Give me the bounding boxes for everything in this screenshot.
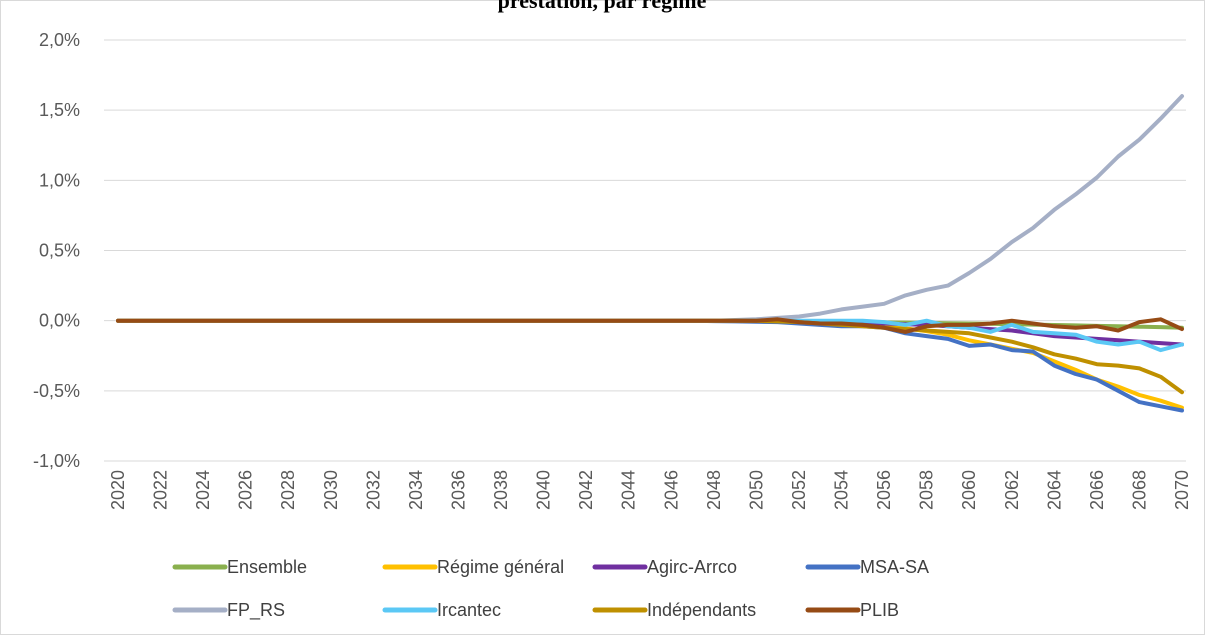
x-tick-label: 2048 — [704, 470, 724, 510]
x-tick-label: 2058 — [917, 470, 937, 510]
legend-item: Régime général — [382, 557, 564, 577]
y-tick-label: 2,0% — [39, 30, 80, 50]
x-tick-label: 2036 — [448, 470, 468, 510]
x-tick-label: 2044 — [619, 470, 639, 510]
x-tick-label: 2022 — [151, 470, 171, 510]
x-axis-tick-labels: 2020 2022 2024 2026 2028 2030 2032 2034 2036 2038… — [108, 470, 1192, 510]
series-line-plib — [116, 317, 1184, 334]
x-tick-label: 2070 — [1172, 470, 1192, 510]
x-tick-label: 2046 — [661, 470, 681, 510]
legend-label: Régime général — [437, 557, 564, 577]
x-tick-label: 2050 — [746, 470, 766, 510]
x-tick-label: 2030 — [321, 470, 341, 510]
legend-item: Indépendants — [592, 600, 756, 620]
y-tick-label: 1,5% — [39, 100, 80, 120]
x-tick-label: 2052 — [789, 470, 809, 510]
x-tick-label: 2064 — [1044, 470, 1064, 510]
y-tick-label: -1,0% — [33, 451, 80, 471]
y-tick-label: -0,5% — [33, 381, 80, 401]
x-tick-label: 2042 — [576, 470, 596, 510]
legend: Ensemble Régime général Agirc-Arrco MSA-SA F… — [172, 557, 929, 621]
legend-label: Agirc-Arrco — [647, 557, 737, 577]
legend-item: Agirc-Arrco — [592, 557, 737, 577]
legend-label: Ensemble — [227, 557, 307, 577]
legend-item: Ensemble — [172, 557, 307, 577]
y-tick-label: 0,0% — [39, 311, 80, 331]
x-tick-label: 2024 — [193, 470, 213, 510]
legend-item: PLIB — [805, 600, 899, 620]
x-tick-label: 2032 — [363, 470, 383, 510]
x-tick-label: 2034 — [406, 470, 426, 510]
x-tick-label: 2038 — [491, 470, 511, 510]
legend-item: MSA-SA — [805, 557, 929, 577]
x-tick-label: 2068 — [1129, 470, 1149, 510]
x-tick-label: 2026 — [236, 470, 256, 510]
y-tick-label: 1,0% — [39, 170, 80, 190]
legend-label: FP_RS — [227, 600, 285, 621]
legend-item: Ircantec — [382, 600, 501, 620]
x-tick-label: 2056 — [874, 470, 894, 510]
series-lines — [116, 94, 1184, 413]
chart-title: prestation, par régime — [498, 0, 707, 13]
legend-label: PLIB — [860, 600, 899, 620]
legend-item: FP_RS — [172, 600, 285, 621]
y-tick-label: 0,5% — [39, 241, 80, 261]
x-tick-label: 2028 — [278, 470, 298, 510]
legend-label: MSA-SA — [860, 557, 929, 577]
legend-label: Ircantec — [437, 600, 501, 620]
y-axis-tick-labels: -1,0% -0,5% 0,0% 0,5% 1,0% 1,5% 2,0% — [33, 30, 80, 471]
x-tick-label: 2066 — [1087, 470, 1107, 510]
x-tick-label: 2020 — [108, 470, 128, 510]
legend-label: Indépendants — [647, 600, 756, 620]
x-tick-label: 2060 — [959, 470, 979, 510]
x-tick-label: 2040 — [534, 470, 554, 510]
x-tick-label: 2054 — [832, 470, 852, 510]
x-tick-label: 2062 — [1002, 470, 1022, 510]
